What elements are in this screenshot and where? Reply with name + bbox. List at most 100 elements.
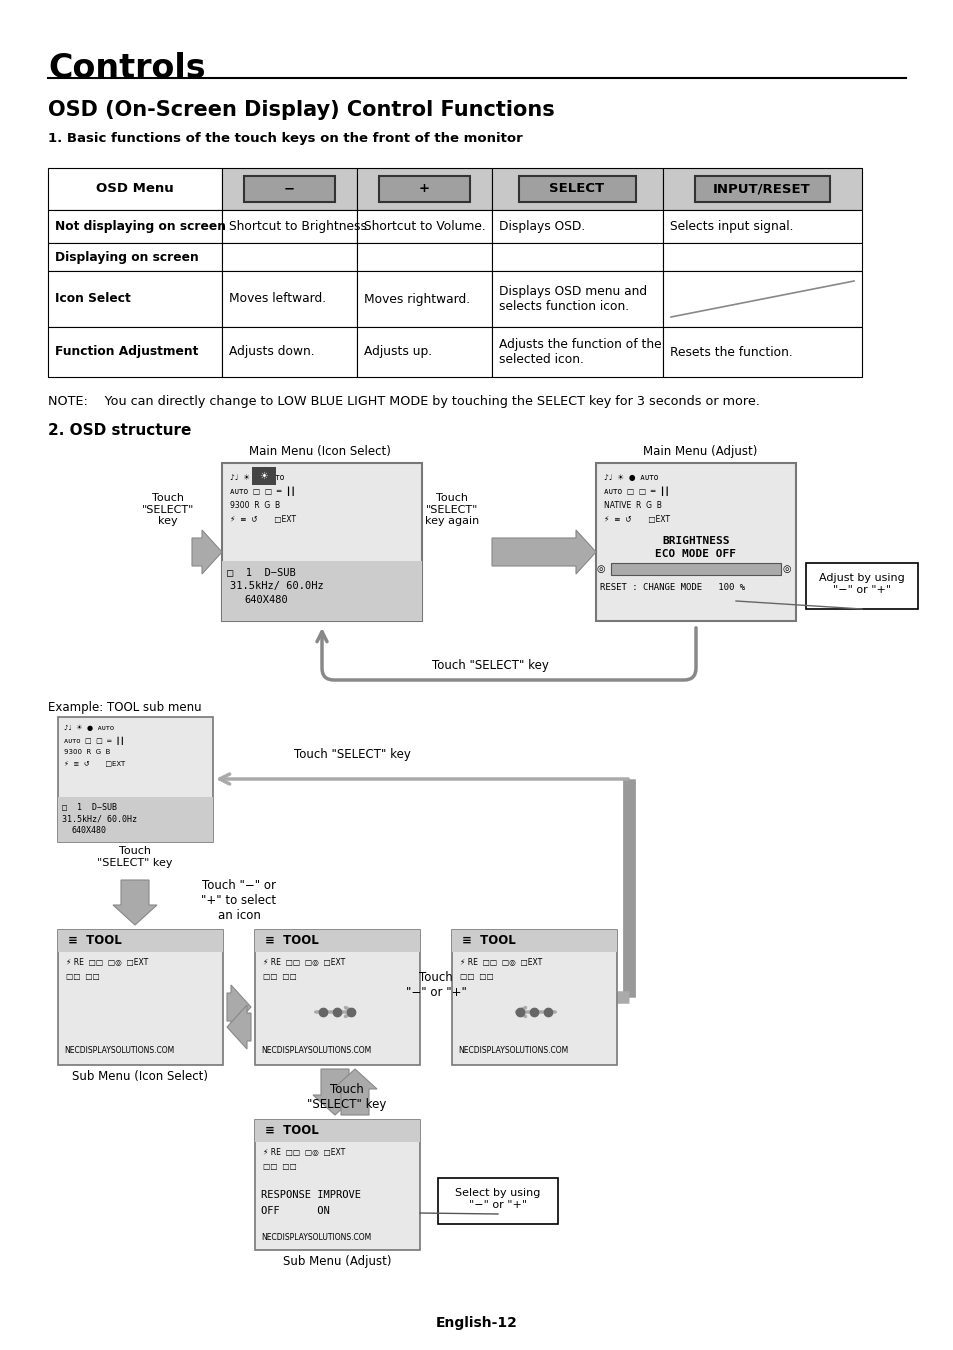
Text: Example: TOOL sub menu: Example: TOOL sub menu [48, 701, 201, 714]
Text: □  1  D−SUB: □ 1 D−SUB [62, 802, 117, 811]
Text: Touch
"SELECT"
key: Touch "SELECT" key [142, 493, 194, 526]
Polygon shape [313, 1069, 356, 1115]
Text: Controls: Controls [48, 53, 206, 85]
Bar [452, 930, 617, 952]
Text: Touch "SELECT" key: Touch "SELECT" key [294, 748, 410, 761]
Text: Shortcut to Volume.: Shortcut to Volume. [364, 220, 485, 234]
Text: OSD (On-Screen Display) Control Functions: OSD (On-Screen Display) Control Function… [48, 100, 554, 120]
Text: Displays OSD.: Displays OSD. [498, 220, 584, 234]
Text: ᴀᴜᴛᴏ  □  □  ═  ┃┃: ᴀᴜᴛᴏ □ □ ═ ┃┃ [603, 487, 669, 497]
Text: Adjusts up.: Adjusts up. [364, 346, 432, 359]
Bar [58, 796, 213, 842]
Bar [492, 271, 662, 327]
Text: NECDISPLAYSOLUTIONS.COM: NECDISPLAYSOLUTIONS.COM [457, 1046, 568, 1054]
Text: English-12: English-12 [436, 1316, 517, 1330]
Text: Sub Menu (Adjust): Sub Menu (Adjust) [282, 1256, 391, 1268]
Bar [48, 211, 222, 243]
Text: Adjusts down.: Adjusts down. [229, 346, 314, 359]
Bar [222, 243, 356, 271]
Bar [254, 930, 419, 1065]
Text: ≡  TOOL: ≡ TOOL [461, 934, 516, 948]
Text: ᴀᴜᴛᴏ  □  □  ═  ┃┃: ᴀᴜᴛᴏ □ □ ═ ┃┃ [64, 737, 125, 745]
Text: ≡  TOOL: ≡ TOOL [265, 934, 318, 948]
Polygon shape [227, 1004, 251, 1049]
Bar [662, 211, 862, 243]
Text: Shortcut to Brightness.: Shortcut to Brightness. [229, 220, 371, 234]
Text: RESET : CHANGE MODE   100 %: RESET : CHANGE MODE 100 % [599, 583, 744, 593]
Text: 31.5kHz/ 60.0Hz: 31.5kHz/ 60.0Hz [230, 580, 323, 591]
Text: Touch
"−" or "+": Touch "−" or "+" [405, 971, 466, 999]
Text: BRIGHTNESS: BRIGHTNESS [661, 536, 729, 545]
Bar [252, 467, 275, 485]
Text: ᴀᴜᴛᴏ  □  □  ═  ┃┃: ᴀᴜᴛᴏ □ □ ═ ┃┃ [230, 487, 295, 497]
Text: ◎: ◎ [782, 564, 791, 574]
Bar [662, 243, 862, 271]
Bar [662, 271, 862, 327]
Text: Adjust by using
"−" or "+": Adjust by using "−" or "+" [819, 572, 904, 594]
Text: Sub Menu (Icon Select): Sub Menu (Icon Select) [71, 1071, 208, 1083]
Text: 1. Basic functions of the touch keys on the front of the monitor: 1. Basic functions of the touch keys on … [48, 132, 522, 144]
Text: INPUT/RESET: INPUT/RESET [713, 182, 810, 196]
Polygon shape [227, 986, 251, 1029]
Bar [48, 327, 222, 377]
Bar [254, 930, 419, 952]
Text: Displays OSD menu and
selects function icon.: Displays OSD menu and selects function i… [498, 285, 646, 313]
Text: ≡  TOOL: ≡ TOOL [265, 1125, 318, 1138]
Bar [222, 271, 356, 327]
Bar [48, 243, 222, 271]
Text: +: + [418, 182, 429, 196]
Bar [356, 243, 492, 271]
Text: ⚡ RE  □□  □◎  □EXT: ⚡ RE □□ □◎ □EXT [459, 958, 541, 967]
Text: ≡  TOOL: ≡ TOOL [68, 934, 122, 948]
Text: 9300  R  G  B: 9300 R G B [230, 501, 280, 510]
Bar [356, 271, 492, 327]
Text: ◎: ◎ [596, 564, 604, 574]
Bar [222, 463, 421, 621]
Text: NECDISPLAYSOLUTIONS.COM: NECDISPLAYSOLUTIONS.COM [64, 1046, 174, 1054]
Bar [492, 211, 662, 243]
Text: Resets the function.: Resets the function. [669, 346, 792, 359]
Bar [222, 562, 421, 621]
Text: ☀: ☀ [259, 471, 268, 481]
Bar [492, 327, 662, 377]
Bar [58, 717, 213, 842]
Text: NECDISPLAYSOLUTIONS.COM: NECDISPLAYSOLUTIONS.COM [261, 1046, 371, 1054]
Bar [222, 327, 356, 377]
Text: NECDISPLAYSOLUTIONS.COM: NECDISPLAYSOLUTIONS.COM [261, 1233, 371, 1242]
Bar [58, 930, 223, 1065]
Bar [48, 271, 222, 327]
Text: ♪♩  ☀  ●  ᴀᴜᴛᴏ: ♪♩ ☀ ● ᴀᴜᴛᴏ [64, 725, 114, 732]
Bar [356, 211, 492, 243]
Bar [805, 563, 917, 609]
Text: ⚡ RE  □□  □◎  □EXT: ⚡ RE □□ □◎ □EXT [263, 958, 345, 967]
Text: 640X480: 640X480 [71, 826, 107, 836]
Text: ♪♩  ☀  ●  ᴀᴜᴛᴏ: ♪♩ ☀ ● ᴀᴜᴛᴏ [230, 472, 284, 482]
Text: Touch "SELECT" key: Touch "SELECT" key [431, 659, 548, 672]
Text: 640X480: 640X480 [244, 595, 288, 605]
Text: □□  □□: □□ □□ [263, 1162, 296, 1170]
Bar [492, 167, 662, 211]
Text: Function Adjustment: Function Adjustment [55, 346, 198, 359]
Bar [222, 211, 356, 243]
Polygon shape [333, 1069, 376, 1115]
Text: ♪♩  ☀  ●  ᴀᴜᴛᴏ: ♪♩ ☀ ● ᴀᴜᴛᴏ [603, 472, 658, 482]
Text: □□  □□: □□ □□ [66, 972, 100, 981]
Text: OSD Menu: OSD Menu [96, 182, 173, 196]
Polygon shape [492, 531, 596, 574]
Text: Touch
"SELECT" key: Touch "SELECT" key [307, 1083, 386, 1111]
Bar [610, 563, 781, 575]
Bar [254, 1120, 419, 1142]
Text: Moves leftward.: Moves leftward. [229, 293, 326, 305]
Bar [437, 1179, 558, 1224]
Text: Moves rightward.: Moves rightward. [364, 293, 470, 305]
Bar [243, 176, 335, 202]
Text: RESPONSE IMPROVE: RESPONSE IMPROVE [261, 1189, 360, 1200]
Text: 2. OSD structure: 2. OSD structure [48, 423, 192, 437]
Text: Touch
"SELECT" key: Touch "SELECT" key [97, 846, 172, 868]
Text: ⚡  ≡  ↺       □EXT: ⚡ ≡ ↺ □EXT [64, 761, 125, 767]
Text: ⚡ RE  □□  □◎  □EXT: ⚡ RE □□ □◎ □EXT [263, 1148, 345, 1157]
Text: Adjusts the function of the
selected icon.: Adjusts the function of the selected ico… [498, 338, 661, 366]
Text: Select by using
"−" or "+": Select by using "−" or "+" [455, 1188, 540, 1210]
Text: □□  □□: □□ □□ [459, 972, 494, 981]
Text: Icon Select: Icon Select [55, 293, 131, 305]
